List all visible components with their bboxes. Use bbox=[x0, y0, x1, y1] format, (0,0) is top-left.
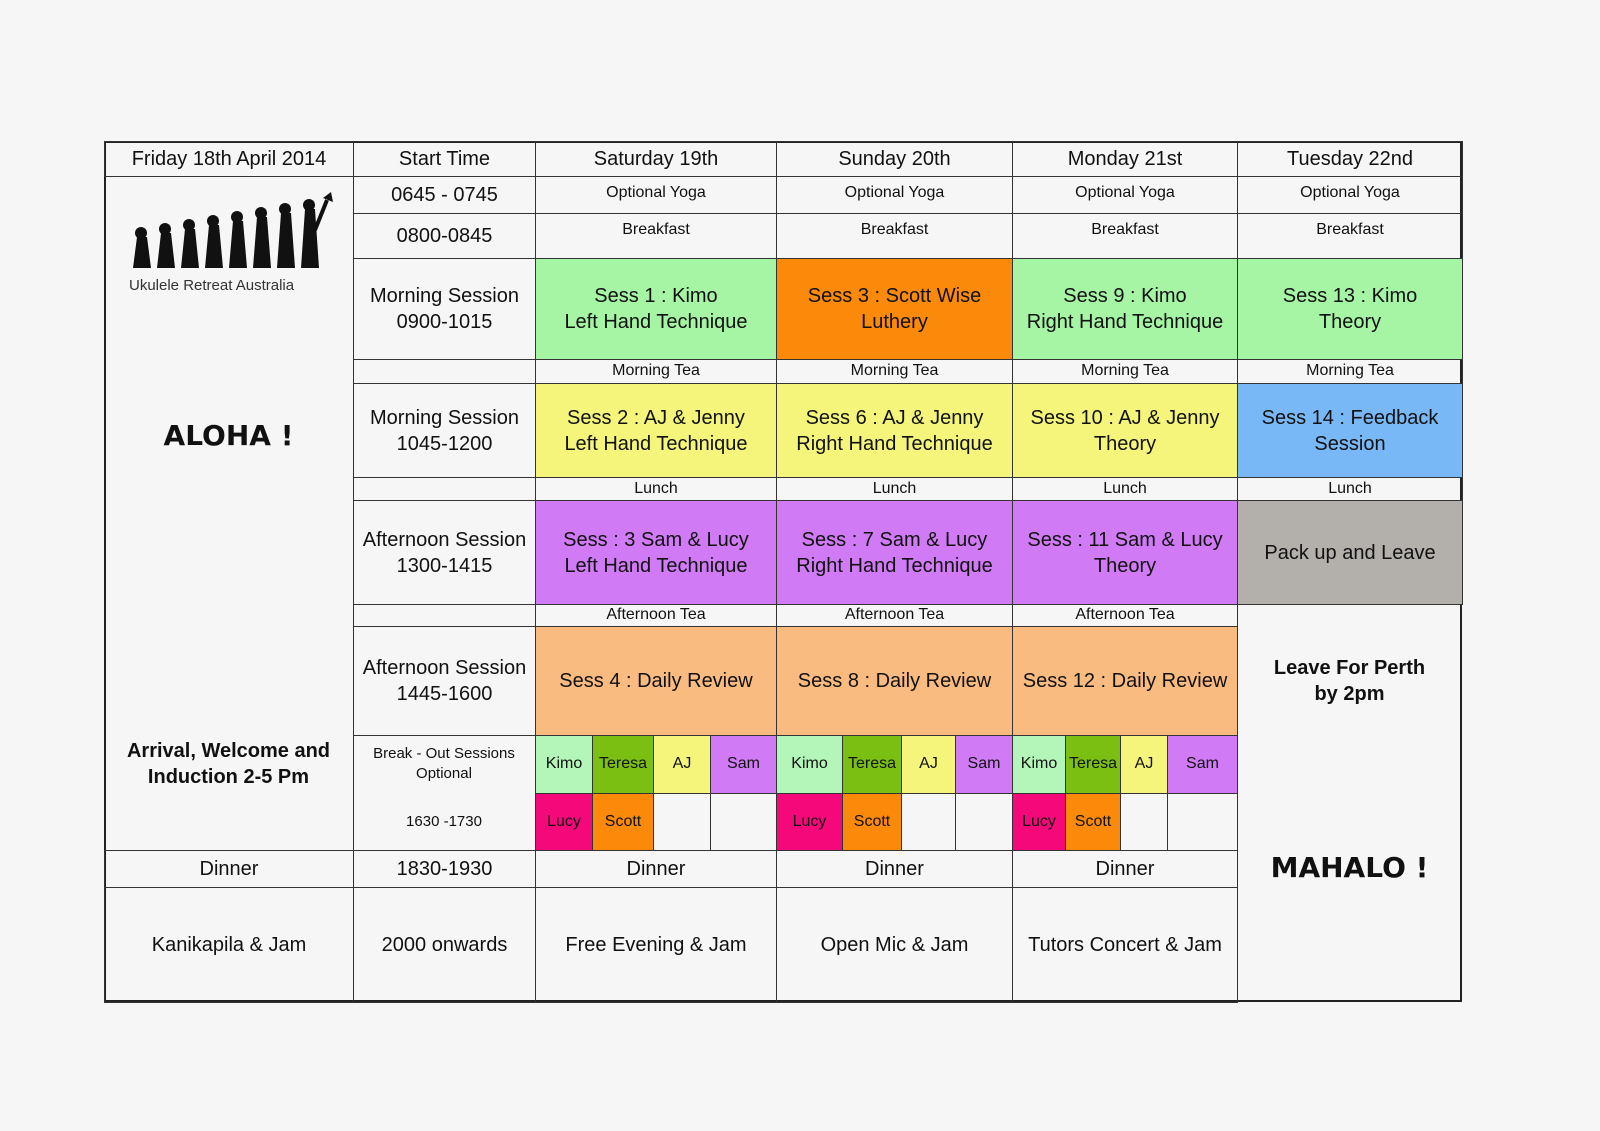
morning-tea: Morning Tea bbox=[535, 359, 777, 384]
dinner: Dinner bbox=[535, 850, 777, 888]
afternoon-tea: Afternoon Tea bbox=[1012, 604, 1238, 627]
tutor-lucy: Lucy bbox=[776, 793, 843, 851]
tutor-aj: AJ bbox=[653, 735, 711, 794]
tutor-lucy: Lucy bbox=[1012, 793, 1066, 851]
time-cell bbox=[353, 359, 536, 384]
tutor-kimo: Kimo bbox=[1012, 735, 1066, 794]
lunch: Lunch bbox=[776, 477, 1013, 501]
tutor-teresa: Teresa bbox=[842, 735, 902, 794]
ukulele-retreat-logo: Ukulele Retreat Australia bbox=[125, 190, 335, 294]
dinner: Dinner bbox=[1012, 850, 1238, 888]
session-cell: Sess 2 : AJ & Jenny Left Hand Technique bbox=[535, 383, 777, 478]
session-cell: Pack up and Leave bbox=[1237, 500, 1463, 605]
empty-tutor-slot bbox=[710, 793, 777, 851]
breakfast: Breakfast bbox=[1237, 213, 1463, 259]
tutor-kimo: Kimo bbox=[776, 735, 843, 794]
empty-tutor-slot bbox=[653, 793, 711, 851]
afternoon-tea: Afternoon Tea bbox=[776, 604, 1013, 627]
time-cell: 0800-0845 bbox=[353, 213, 536, 259]
tutor-aj: AJ bbox=[901, 735, 956, 794]
header-day: Monday 21st bbox=[1012, 141, 1238, 177]
time-cell: 2000 onwards bbox=[353, 887, 536, 1003]
tutor-sam: Sam bbox=[710, 735, 777, 794]
afternoon-tea: Afternoon Tea bbox=[535, 604, 777, 627]
optional-yoga: Optional Yoga bbox=[1012, 176, 1238, 214]
break-out-label: Break - Out Sessions Optional bbox=[373, 745, 515, 782]
session-cell: Sess 4 : Daily Review bbox=[535, 626, 777, 736]
leave-for-perth: Leave For Perth by 2pm bbox=[1273, 657, 1426, 705]
evening-activity: Tutors Concert & Jam bbox=[1012, 887, 1238, 1003]
time-cell: 1830-1930 bbox=[353, 850, 536, 888]
optional-yoga: Optional Yoga bbox=[535, 176, 777, 214]
lunch: Lunch bbox=[1237, 477, 1463, 501]
session-cell: Sess : 7 Sam & Lucy Right Hand Technique bbox=[776, 500, 1013, 605]
friday-dinner: Dinner bbox=[104, 850, 354, 888]
empty-tutor-slot bbox=[955, 793, 1013, 851]
session-cell: Sess 8 : Daily Review bbox=[776, 626, 1013, 736]
morning-tea: Morning Tea bbox=[1237, 359, 1463, 384]
breakfast: Breakfast bbox=[776, 213, 1013, 259]
time-cell: Afternoon Session 1445-1600 bbox=[353, 626, 536, 736]
evolution-silhouette-icon bbox=[133, 192, 333, 268]
tutor-scott: Scott bbox=[592, 793, 654, 851]
header-day: Sunday 20th bbox=[776, 141, 1013, 177]
session-cell: Sess 1 : Kimo Left Hand Technique bbox=[535, 258, 777, 360]
morning-tea: Morning Tea bbox=[1012, 359, 1238, 384]
tutor-aj: AJ bbox=[1120, 735, 1168, 794]
evening-activity: Open Mic & Jam bbox=[776, 887, 1013, 1003]
tutor-teresa: Teresa bbox=[1065, 735, 1121, 794]
time-cell: Morning Session 1045-1200 bbox=[353, 383, 536, 478]
evening-activity: Free Evening & Jam bbox=[535, 887, 777, 1003]
schedule-table: Friday 18th April 2014 Start Time Saturday… bbox=[104, 141, 1463, 1003]
tutor-teresa: Teresa bbox=[592, 735, 654, 794]
time-cell: Afternoon Session 1300-1415 bbox=[353, 500, 536, 605]
empty-tutor-slot bbox=[1167, 793, 1238, 851]
tutor-scott: Scott bbox=[1065, 793, 1121, 851]
lunch: Lunch bbox=[535, 477, 777, 501]
session-cell: Sess 9 : Kimo Right Hand Technique bbox=[1012, 258, 1238, 360]
tutor-sam: Sam bbox=[1167, 735, 1238, 794]
breakfast: Breakfast bbox=[535, 213, 777, 259]
optional-yoga: Optional Yoga bbox=[1237, 176, 1463, 214]
session-cell: Sess 12 : Daily Review bbox=[1012, 626, 1238, 736]
time-cell bbox=[353, 604, 536, 627]
session-cell: Sess 13 : Kimo Theory bbox=[1237, 258, 1463, 360]
empty-tutor-slot bbox=[1120, 793, 1168, 851]
aloha-text: ALOHA ! bbox=[163, 419, 294, 452]
lunch: Lunch bbox=[1012, 477, 1238, 501]
friday-evening: Kanikapila & Jam bbox=[104, 887, 354, 1003]
header-day: Saturday 19th bbox=[535, 141, 777, 177]
logo-text: Ukulele Retreat Australia bbox=[129, 277, 295, 294]
session-cell: Sess : 11 Sam & Lucy Theory bbox=[1012, 500, 1238, 605]
session-cell: Sess 6 : AJ & Jenny Right Hand Technique bbox=[776, 383, 1013, 478]
session-cell: Sess : 3 Sam & Lucy Left Hand Technique bbox=[535, 500, 777, 605]
break-out-time: 1630 -1730 bbox=[406, 813, 482, 830]
tutor-sam: Sam bbox=[955, 735, 1013, 794]
empty-tutor-slot bbox=[901, 793, 956, 851]
session-cell: Sess 3 : Scott Wise Luthery bbox=[776, 258, 1013, 360]
time-cell bbox=[353, 477, 536, 501]
tutor-lucy: Lucy bbox=[535, 793, 593, 851]
optional-yoga: Optional Yoga bbox=[776, 176, 1013, 214]
session-cell: Sess 14 : Feedback Session bbox=[1237, 383, 1463, 478]
dinner: Dinner bbox=[776, 850, 1013, 888]
header-day: Tuesday 22nd bbox=[1237, 141, 1463, 177]
arrival-text: Arrival, Welcome and Induction 2-5 Pm bbox=[126, 740, 331, 788]
tutor-scott: Scott bbox=[842, 793, 902, 851]
time-cell: Morning Session 0900-1015 bbox=[353, 258, 536, 360]
header-start-time: Start Time bbox=[353, 141, 536, 177]
breakfast: Breakfast bbox=[1012, 213, 1238, 259]
header-date: Friday 18th April 2014 bbox=[104, 141, 354, 177]
tutor-kimo: Kimo bbox=[535, 735, 593, 794]
mahalo-text: MAHALO ! bbox=[1270, 851, 1429, 884]
time-cell: 0645 - 0745 bbox=[353, 176, 536, 214]
morning-tea: Morning Tea bbox=[776, 359, 1013, 384]
session-cell: Sess 10 : AJ & Jenny Theory bbox=[1012, 383, 1238, 478]
